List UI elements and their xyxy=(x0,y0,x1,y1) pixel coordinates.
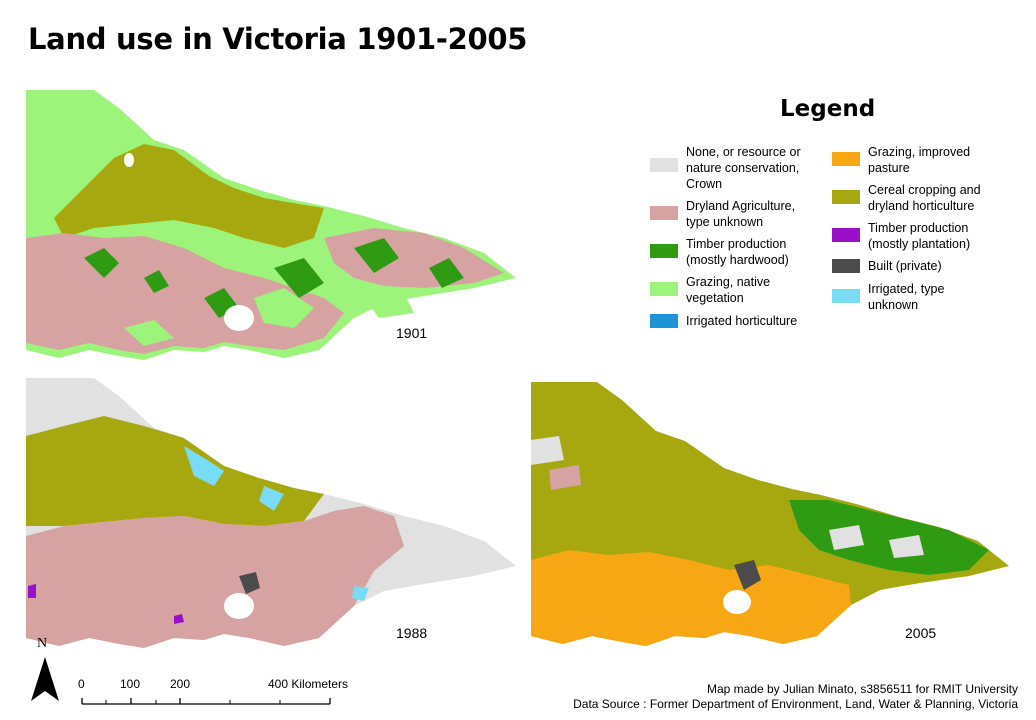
legend-swatch xyxy=(650,244,678,258)
legend-item-dryland: Dryland Agriculture, type unknown xyxy=(650,198,795,230)
irrigated-1988 xyxy=(184,446,369,601)
grazing-improved-2005 xyxy=(531,550,851,646)
legend-title: Legend xyxy=(780,96,876,122)
timber-patches-1901 xyxy=(84,238,464,318)
legend-item-built: Built (private) xyxy=(832,258,942,274)
north-label: N xyxy=(37,636,48,651)
timber-east-2005 xyxy=(789,500,989,575)
legend-item-irrigated-horticulture: Irrigated horticulture xyxy=(650,313,797,329)
legend-label-line: (mostly plantation) xyxy=(868,237,971,251)
legend-label-line: Built (private) xyxy=(868,259,942,273)
legend-swatch xyxy=(832,289,860,303)
legend-swatch xyxy=(650,314,678,328)
legend-item-grazing-native: Grazing, native vegetation xyxy=(650,274,770,306)
legend-item-timber-plantation: Timber production (mostly plantation) xyxy=(832,220,970,252)
legend-swatch xyxy=(832,228,860,242)
legend-label-line: type unknown xyxy=(686,215,764,229)
legend-item-grazing-improved: Grazing, improved pasture xyxy=(832,144,970,176)
dryland-south-1988 xyxy=(26,506,404,648)
grazing-patches-1901 xyxy=(124,288,414,346)
legend-label-line: unknown xyxy=(868,298,919,312)
legend-label-line: dryland horticulture xyxy=(868,199,975,213)
legend-label-line: None, or resource or xyxy=(686,145,801,159)
legend-item-irrigated-unknown: Irrigated, type unknown xyxy=(832,281,944,313)
legend-label-line: nature conservation, xyxy=(686,161,800,175)
scale-label-0: 0 xyxy=(78,677,85,691)
legend-label-line: vegetation xyxy=(686,291,744,305)
year-label-1901: 1901 xyxy=(396,325,428,341)
bay-1901 xyxy=(224,305,254,331)
legend-label-line: Irrigated, type xyxy=(868,282,945,296)
scale-bar xyxy=(81,698,331,705)
scale-label-200: 200 xyxy=(170,677,191,691)
legend-swatch xyxy=(832,152,860,166)
bay-2005 xyxy=(723,590,751,614)
map-2005 xyxy=(531,382,1009,646)
dryland-patch-2005 xyxy=(549,465,581,490)
scale-label-100: 100 xyxy=(120,677,141,691)
built-2005 xyxy=(734,560,761,590)
map-1988 xyxy=(26,378,516,648)
legend-label-line: Dryland Agriculture, xyxy=(686,199,796,213)
legend-item-none: None, or resource or nature conservation… xyxy=(650,144,801,192)
author-credit: Map made by Julian Minato, s3856511 for … xyxy=(706,682,1018,696)
legend-item-cereal: Cereal cropping and dryland horticulture xyxy=(832,182,981,214)
year-label-2005: 2005 xyxy=(905,625,937,641)
legend-label-line: Timber production xyxy=(868,221,969,235)
legend-label-line: Grazing, improved xyxy=(868,145,971,159)
legend-label-line: Cereal cropping and xyxy=(868,183,981,197)
cereal-north-1988 xyxy=(26,416,324,526)
legend-swatch xyxy=(832,190,860,204)
bay-1988 xyxy=(224,593,254,619)
year-label-1988: 1988 xyxy=(396,625,428,641)
scale-label-400: 400 Kilometers xyxy=(268,677,349,691)
map-title: Land use in Victoria 1901-2005 xyxy=(28,22,528,56)
legend-label-line: Crown xyxy=(686,177,723,191)
legend-label-line: (mostly hardwood) xyxy=(686,253,789,267)
legend-label-line: Timber production xyxy=(686,237,787,251)
data-source-credit: Data Source : Former Department of Envir… xyxy=(573,697,1018,711)
built-1988 xyxy=(239,572,260,594)
legend-swatch xyxy=(650,206,678,220)
north-arrow-icon xyxy=(31,657,59,701)
legend-item-timber-hardwood: Timber production (mostly hardwood) xyxy=(650,236,789,268)
legend-swatch xyxy=(650,158,678,172)
legend-swatch xyxy=(832,259,860,273)
legend-label-line: Irrigated horticulture xyxy=(686,314,798,328)
lake-1901 xyxy=(124,153,134,167)
legend-swatch xyxy=(650,282,678,296)
cereal-north-1901 xyxy=(54,144,324,248)
legend-label-line: Grazing, native xyxy=(686,275,771,289)
legend-label-line: pasture xyxy=(868,161,910,175)
map-1901 xyxy=(26,90,516,360)
